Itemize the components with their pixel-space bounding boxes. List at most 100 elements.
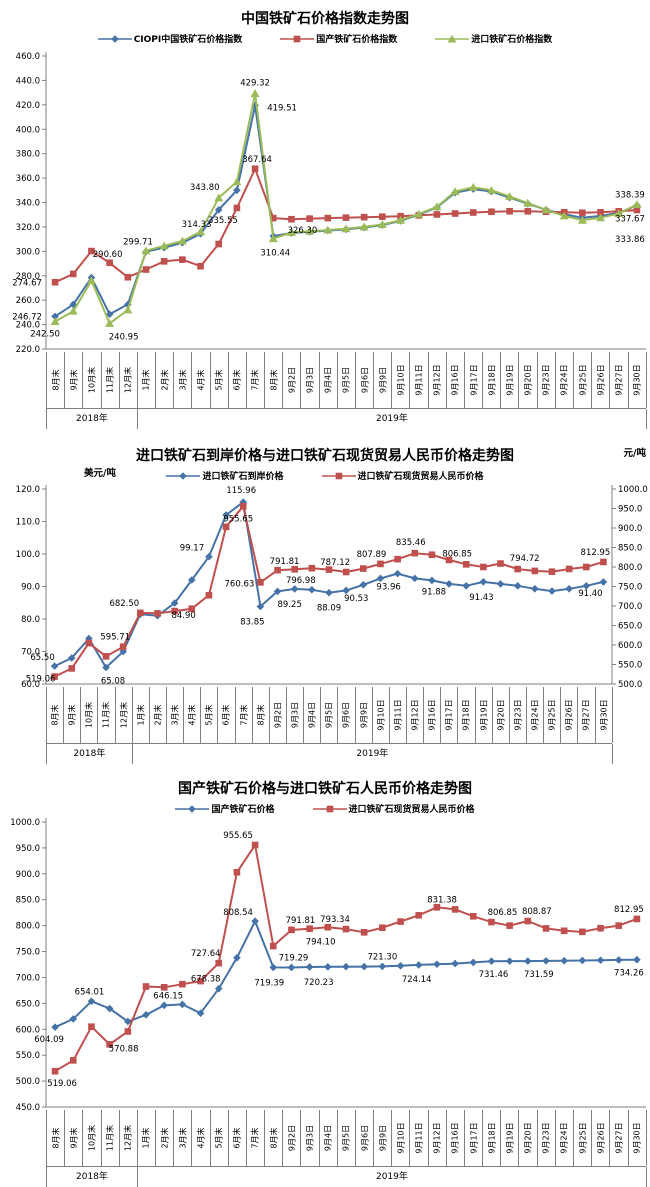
x-category-label: 9月19日 <box>505 364 515 396</box>
data-point-triangle-icon <box>359 222 369 231</box>
x-category-label: 9月23日 <box>541 1122 551 1154</box>
data-point-square-icon <box>433 211 441 218</box>
data-point-square-icon <box>197 977 204 985</box>
data-label: 955.65 <box>223 831 253 841</box>
data-label: 91.43 <box>469 593 493 603</box>
x-category-cell: 9月24日 <box>527 687 545 743</box>
data-point-triangle-icon <box>414 209 424 218</box>
chart-section-domestic-vs-rmb: 国产铁矿石价格与进口铁矿石人民币价格走势图 国产铁矿石价格 进口铁矿石现货贸易人民… <box>0 770 650 1187</box>
y-axis-tick-label: 220.0 <box>16 345 40 352</box>
y-axis-tick-label: 60.0 <box>21 680 40 687</box>
x-category-label: 9月11日 <box>393 699 403 731</box>
y-axis-tick-label: 500.0 <box>16 1077 40 1087</box>
data-point-diamond-icon <box>214 206 223 214</box>
data-point-square-icon <box>451 906 459 913</box>
x-category-cell: 2月末 <box>156 1110 175 1166</box>
x-category-label: 10月末 <box>84 701 94 729</box>
data-point-square-icon <box>179 256 186 263</box>
legend: 国产铁矿石价格 进口铁矿石现货贸易人民币价格 <box>0 801 650 816</box>
data-point-diamond-icon <box>214 984 223 993</box>
x-category-label: 5月末 <box>204 704 214 726</box>
x-category-label: 9月25日 <box>547 699 557 731</box>
data-point-diamond-icon <box>124 1017 132 1026</box>
data-label: 796.98 <box>286 576 316 586</box>
data-point-square-icon <box>469 209 477 216</box>
x-category-label: 9月17日 <box>444 699 454 731</box>
data-point-diamond-icon <box>105 1004 114 1013</box>
y-axis-tick-label: 260.0 <box>16 296 40 306</box>
data-point-square-icon <box>579 209 586 217</box>
right-axis-tick-label: 600.0 <box>618 641 642 651</box>
data-point-square-icon <box>360 565 367 572</box>
data-point-square-icon <box>215 240 223 248</box>
data-point-square-icon <box>288 215 295 223</box>
x-category-label: 8月末 <box>51 1127 61 1149</box>
data-point-triangle-icon <box>341 224 351 233</box>
y-axis-tick-label: 650.0 <box>16 999 40 1009</box>
series-line <box>54 844 638 1073</box>
data-point-diamond-icon <box>105 310 114 319</box>
y-axis-tick-label: 1000.0 <box>10 818 40 828</box>
data-point-square-icon <box>257 579 264 586</box>
right-axis-tick-label: 850.0 <box>618 544 642 554</box>
data-point-square-icon <box>179 980 186 988</box>
data-label: 240.95 <box>109 332 139 342</box>
x-category-cell: 9月20日 <box>493 687 510 743</box>
x-category-label: 9月4日 <box>323 1124 333 1152</box>
data-point-square-icon <box>469 913 477 920</box>
data-point-square-icon <box>68 665 76 672</box>
x-category-cell: 12月末 <box>120 352 138 408</box>
data-label: 812.95 <box>581 548 611 558</box>
x-category-label: 8月末 <box>256 704 266 726</box>
data-point-diamond-icon <box>124 300 132 309</box>
x-category-cell: 7月末 <box>247 1110 266 1166</box>
x-category-label: 6月末 <box>232 369 242 391</box>
data-point-diamond-icon <box>179 471 188 480</box>
x-category-label: 8月末 <box>269 369 279 391</box>
data-point-diamond-icon <box>487 957 496 965</box>
x-category-cell: 9月5日 <box>338 1110 356 1166</box>
x-category-cell: 9月20日 <box>519 352 538 408</box>
data-point-square-icon <box>445 556 453 564</box>
data-label: 93.96 <box>376 583 400 593</box>
x-category-cell: 9月25日 <box>544 687 562 743</box>
x-category-cell: 11月末 <box>102 1110 120 1166</box>
x-category-label: 9月20日 <box>523 364 533 396</box>
x-category-label: 1月末 <box>141 369 151 391</box>
x-category-cell: 9月25日 <box>574 352 593 408</box>
data-label: 654.01 <box>75 987 105 997</box>
right-axis-tick-label: 950.0 <box>618 505 642 515</box>
data-point-square-icon <box>88 1023 95 1030</box>
plot-area: 60.0 70.0 80.0 90.0 100.0 110.0 120.0 500.0 550.… <box>0 483 650 690</box>
x-category-cell: 9月26日 <box>592 352 611 408</box>
data-point-triangle-icon <box>596 213 606 222</box>
x-category-label: 9月3日 <box>305 366 315 394</box>
chart-section-price-index: 中国铁矿石价格指数走势图 CIOPI中国铁矿石价格指数 国产铁矿石价格指数 进口铁矿… <box>0 0 650 429</box>
x-category-cell: 3月末 <box>174 352 193 408</box>
data-label: 604.09 <box>34 1035 64 1045</box>
x-category-cell: 9月26日 <box>592 1110 611 1166</box>
x-category-label: 9月18日 <box>461 699 471 731</box>
x-category-label: 9月2日 <box>287 1124 297 1152</box>
data-label: 794.10 <box>306 938 336 948</box>
x-category-label: 9月30日 <box>632 1122 642 1154</box>
x-category-cell: 9月18日 <box>483 1110 502 1166</box>
data-point-square-icon <box>342 568 350 576</box>
data-point-square-icon <box>524 917 532 925</box>
data-point-square-icon <box>222 523 230 531</box>
x-axis-category-grid: 8月末 9月末 10月末 11月末 12月末 1月末 2月末 3月末 4月末 5月末 6月末 7月末 8… <box>46 1110 647 1187</box>
y-axis-tick-label: 90.0 <box>21 583 40 593</box>
x-category-cell: 9月23日 <box>510 687 527 743</box>
data-point-diamond-icon <box>414 961 423 969</box>
right-axis-tick-label: 550.0 <box>618 661 642 671</box>
x-category-label: 9月4日 <box>323 366 333 394</box>
x-category-label: 9月23日 <box>541 364 551 396</box>
y-axis-tick-label: 700.0 <box>16 973 40 983</box>
x-category-cell: 8月末 <box>265 1110 284 1166</box>
data-point-triangle-icon <box>377 220 387 228</box>
plot-area: 220.0 240.0 260.0 280.0 300.0 320.0 340.0 360.0… <box>0 46 650 355</box>
x-category-cell: 3月末 <box>174 1110 193 1166</box>
data-label: 65.50 <box>30 653 54 663</box>
x-category-cell: 4月末 <box>184 687 202 743</box>
